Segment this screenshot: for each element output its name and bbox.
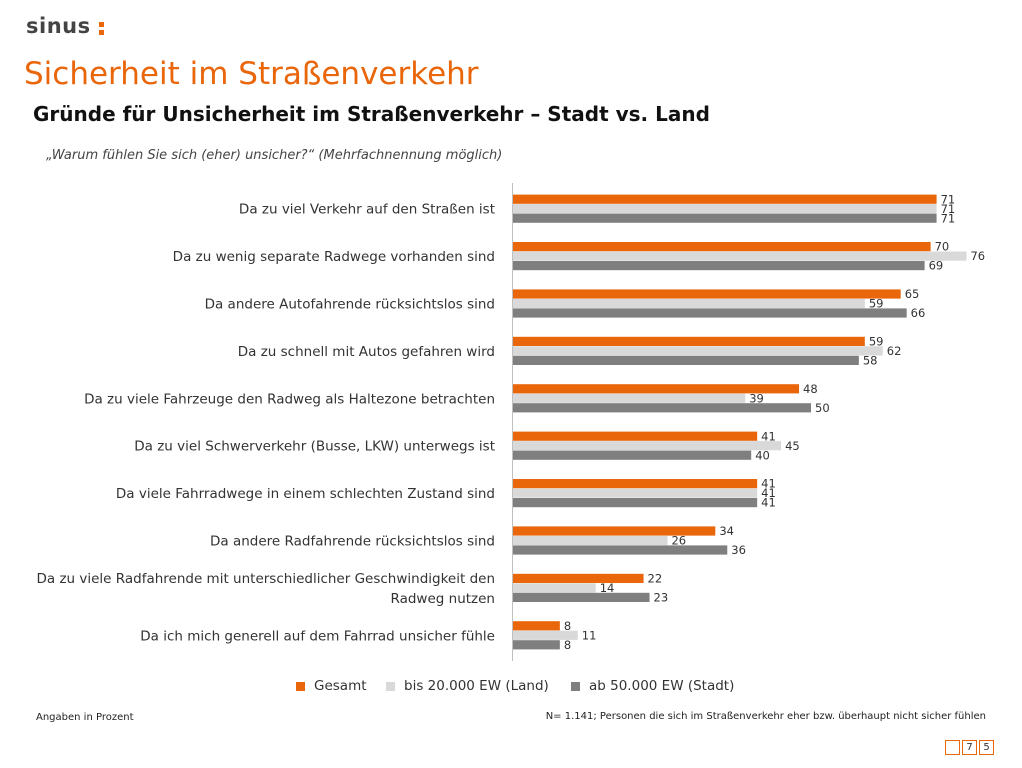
legend-label-land: bis 20.000 EW (Land): [404, 678, 549, 694]
data-label: 71: [941, 192, 956, 206]
data-label: 71: [941, 211, 956, 225]
page-number-digit: 5: [979, 740, 994, 755]
legend-swatch-gesamt: [296, 681, 305, 691]
bar: [512, 479, 758, 489]
data-label: 39: [749, 391, 764, 405]
data-label: 58: [863, 354, 878, 368]
bar: [512, 498, 758, 508]
data-label: 34: [719, 524, 734, 538]
data-label: 69: [929, 259, 944, 273]
bar: [512, 545, 728, 555]
data-label: 41: [761, 496, 776, 510]
bar: [512, 336, 865, 346]
sinus-logo: sinus: [26, 14, 91, 38]
data-label: 50: [815, 401, 830, 415]
bar: [512, 298, 865, 309]
category-label: Da zu viel Verkehr auf den Straßen ist: [239, 202, 495, 218]
bar: [512, 242, 931, 252]
legend-swatch-land: [386, 681, 395, 691]
bar: [512, 450, 752, 460]
data-label: 71: [941, 202, 956, 216]
data-label: 36: [731, 543, 746, 557]
bar: [512, 630, 578, 640]
data-label: 41: [761, 486, 776, 500]
page-number: 7 5: [945, 740, 996, 755]
data-label: 22: [648, 572, 663, 586]
bar: [512, 346, 883, 356]
bar: [512, 592, 650, 602]
legend-label-stadt: ab 50.000 EW (Stadt): [589, 678, 735, 694]
legend-item-stadt: ab 50.000 EW (Stadt): [571, 678, 734, 694]
bar-chart: Da zu viel Verkehr auf den Straßen ist 71…: [36, 183, 985, 661]
bar: [512, 488, 758, 498]
data-label: 70: [935, 240, 950, 254]
category-label: Radweg nutzen: [391, 591, 496, 607]
bar: [512, 431, 758, 441]
footnote-sample: N= 1.141; Personen die sich im Straßenve…: [545, 711, 986, 722]
legend-item-land: bis 20.000 EW (Land): [386, 678, 549, 694]
data-label: 62: [887, 344, 902, 358]
legend-swatch-stadt: [571, 681, 580, 691]
page-number-digit: [945, 740, 960, 755]
bar: [512, 441, 782, 451]
category-label: Da zu wenig separate Radwege vorhanden s…: [173, 249, 495, 265]
category-label: Da viele Fahrradwege in einem schlechten…: [116, 486, 495, 502]
data-label: 41: [761, 429, 776, 443]
bar: [512, 194, 937, 204]
bar: [512, 213, 937, 223]
survey-question: „Warum fühlen Sie sich (eher) unsicher?“…: [46, 148, 503, 163]
data-label: 26: [671, 534, 686, 548]
bar: [512, 573, 644, 583]
bar: [512, 403, 811, 413]
bar: [512, 308, 907, 318]
data-label: 8: [564, 638, 571, 652]
logo-mark-icon: [99, 22, 104, 36]
data-label: 8: [564, 619, 571, 633]
data-label: 14: [600, 581, 615, 595]
bar: [512, 289, 901, 299]
bar: [512, 583, 596, 593]
data-label: 45: [785, 439, 800, 453]
category-label: Da zu schnell mit Autos gefahren wird: [238, 344, 495, 360]
bar: [512, 640, 560, 650]
bar: [512, 535, 668, 546]
data-label: 65: [905, 287, 920, 301]
data-label: 59: [869, 297, 884, 311]
category-label: Da zu viel Schwerverkehr (Busse, LKW) un…: [134, 439, 495, 455]
bar: [512, 251, 967, 261]
data-label: 11: [582, 628, 597, 642]
data-label: 40: [755, 448, 770, 462]
legend-label-gesamt: Gesamt: [314, 678, 367, 694]
bar: [512, 393, 746, 403]
footnote-units: Angaben in Prozent: [36, 712, 134, 723]
data-label: 41: [761, 477, 776, 491]
data-label: 48: [803, 382, 818, 396]
category-label: Da andere Autofahrende rücksichtslos sin…: [205, 297, 495, 313]
legend-item-gesamt: Gesamt: [296, 678, 367, 694]
category-label: Da zu viele Fahrzeuge den Radweg als Hal…: [84, 391, 495, 407]
bar: [512, 621, 560, 631]
category-label: Da zu viele Radfahrende mit unterschiedl…: [36, 571, 495, 587]
bar: [512, 261, 925, 271]
data-label: 76: [970, 249, 985, 263]
bar: [512, 384, 800, 394]
chart-legend: Gesamt bis 20.000 EW (Land) ab 50.000 EW…: [0, 678, 1022, 698]
category-label: Da andere Radfahrende rücksichtslos sind: [210, 534, 495, 550]
page-subtitle: Gründe für Unsicherheit im Straßenverkeh…: [33, 102, 710, 126]
data-label: 59: [869, 335, 884, 349]
bar: [512, 526, 716, 536]
bar: [512, 355, 859, 365]
bar: [512, 204, 937, 214]
data-label: 23: [654, 591, 669, 605]
page-number-digit: 7: [962, 740, 977, 755]
category-label: Da ich mich generell auf dem Fahrrad uns…: [140, 628, 495, 644]
data-label: 66: [911, 306, 926, 320]
page-title: Sicherheit im Straßenverkehr: [24, 56, 479, 92]
